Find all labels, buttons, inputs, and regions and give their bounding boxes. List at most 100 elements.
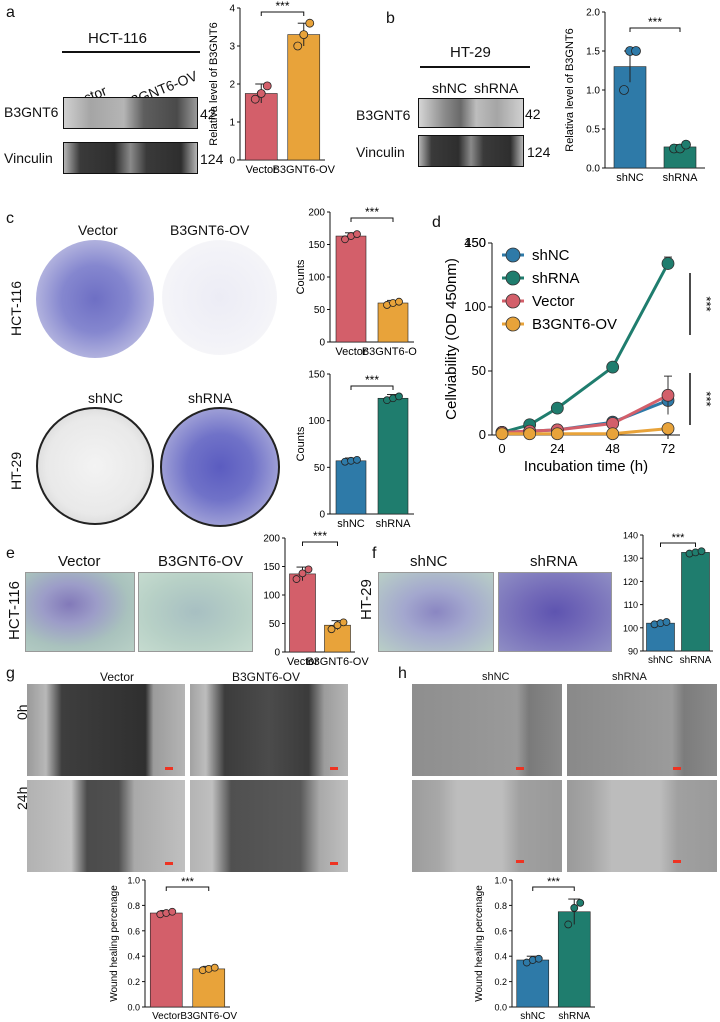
wound-oe-24h xyxy=(190,780,348,872)
y-tick-label: 50 xyxy=(472,363,486,378)
data-point xyxy=(661,388,675,402)
y-tick-label: 0.8 xyxy=(127,901,140,911)
dish-hct116-vector xyxy=(36,240,154,358)
data-point xyxy=(341,235,349,244)
significance-bracket xyxy=(260,11,305,16)
data-point xyxy=(681,139,691,150)
y-tick-label: 90 xyxy=(628,647,638,657)
wound-shrna-24h xyxy=(567,780,717,872)
x-tick-label: shRNA xyxy=(680,655,712,666)
scale-bar xyxy=(330,767,338,770)
x-tick-label: shNC xyxy=(520,1011,545,1022)
data-point xyxy=(304,565,313,574)
y-tick-label: 0.2 xyxy=(494,977,507,987)
scale-bar xyxy=(673,860,681,863)
x-tick-label: Vector xyxy=(246,164,278,176)
y-tick-label: 100 xyxy=(308,273,325,284)
data-point xyxy=(395,392,403,401)
y-tick-label: 200 xyxy=(263,534,280,545)
data-point xyxy=(495,427,509,441)
y-axis-label: Wound healing percenage xyxy=(109,885,120,1002)
panel-c-chart-2: 0 50 100 150 Counts shNC shRNA *** xyxy=(295,370,414,530)
panel-a-protein-1: B3GNT6 xyxy=(4,104,59,120)
legend-label: shRNA xyxy=(532,270,580,287)
y-tick-label: 50 xyxy=(314,305,326,316)
data-point xyxy=(662,618,671,626)
data-point xyxy=(576,898,585,907)
data-point xyxy=(339,618,348,627)
panel-c-letter: c xyxy=(6,210,14,227)
x-tick-label: 0 xyxy=(498,441,505,456)
panel-e-row-label: HCT-116 xyxy=(6,581,23,640)
scale-bar xyxy=(516,767,524,770)
panel-a-chart: 0 1 2 3 4 Relativa level of B3GNT6 VectorB3GNT… xyxy=(208,0,336,176)
data-point xyxy=(353,230,361,238)
panel-b-cell-line: HT-29 xyxy=(450,44,491,61)
y-tick-label: 0.8 xyxy=(494,901,507,911)
wound-vector-0h xyxy=(27,684,185,776)
y-tick-label: 150 xyxy=(308,240,325,251)
panel-a-kda-2: 124 xyxy=(200,151,224,167)
y-tick-label: 150 xyxy=(263,562,280,573)
dish-ht29-shrna xyxy=(160,407,280,527)
significance-label: *** xyxy=(365,373,379,387)
x-axis-label: Incubation time (h) xyxy=(524,458,648,475)
panel-g-letter: g xyxy=(6,665,15,682)
data-point xyxy=(661,422,675,436)
y-tick-label: 100 xyxy=(623,623,638,633)
y-axis-label: Cellviability (OD 450nm) xyxy=(443,258,460,420)
y-axis-label: Counts xyxy=(295,426,307,461)
bar xyxy=(335,460,367,515)
panel-b-kda-2: 124 xyxy=(527,144,551,160)
micro-hct116-vector xyxy=(25,572,135,652)
y-tick-label: 2.0 xyxy=(586,8,600,19)
data-point xyxy=(523,427,537,441)
significance-label: *** xyxy=(699,296,714,311)
significance-bracket xyxy=(302,541,338,546)
significance-label: *** xyxy=(547,876,561,888)
bar xyxy=(287,34,321,161)
scale-bar xyxy=(516,860,524,863)
x-tick-label: B3GNT6-OV xyxy=(273,164,336,176)
data-point xyxy=(619,85,629,95)
bar xyxy=(289,573,316,653)
bar xyxy=(557,911,591,1008)
wound-shnc-24h xyxy=(412,780,562,872)
y-tick-label: 4 xyxy=(229,4,235,15)
bar xyxy=(646,622,675,652)
y-tick-label: 0.0 xyxy=(586,164,600,175)
y-tick-label: 0.5 xyxy=(586,125,600,136)
panel-a-blot-vinculin xyxy=(63,142,198,174)
x-tick-label: shRNA xyxy=(376,518,412,530)
legend-marker xyxy=(505,316,521,332)
data-point xyxy=(305,18,315,28)
y-tick-label: 50 xyxy=(269,619,281,630)
panel-g-cond-2: B3GNT6-OV xyxy=(232,670,301,684)
legend-label: Vector xyxy=(532,293,575,310)
panel-b-blot-vinculin xyxy=(418,135,524,167)
x-tick-label: 72 xyxy=(661,441,675,456)
wound-vector-24h xyxy=(27,780,185,872)
y-tick-label: 0.4 xyxy=(494,952,507,962)
data-point xyxy=(606,427,620,441)
panel-b-protein-1: B3GNT6 xyxy=(356,107,411,123)
y-tick-label: 0.6 xyxy=(127,926,140,936)
scale-bar xyxy=(330,862,338,865)
legend-label: shNC xyxy=(532,247,570,264)
y-tick-label: 0 xyxy=(319,338,325,349)
data-point xyxy=(395,297,403,306)
x-tick-label: Vector xyxy=(335,346,367,358)
bar xyxy=(613,66,647,169)
y-tick-label: 3 xyxy=(229,42,235,53)
x-tick-label: shRNA xyxy=(558,1011,590,1022)
y-tick-label: 1.0 xyxy=(494,876,507,886)
legend-marker xyxy=(505,247,521,263)
bar xyxy=(516,959,550,1008)
x-tick-label: shRNA xyxy=(663,172,699,184)
y-axis-label: Relativa level of B3GNT6 xyxy=(564,28,576,152)
x-tick-label: B3GNT6-OV xyxy=(306,656,369,668)
bar xyxy=(149,912,183,1008)
y-axis-label: Relativa level of B3GNT6 xyxy=(208,22,220,146)
